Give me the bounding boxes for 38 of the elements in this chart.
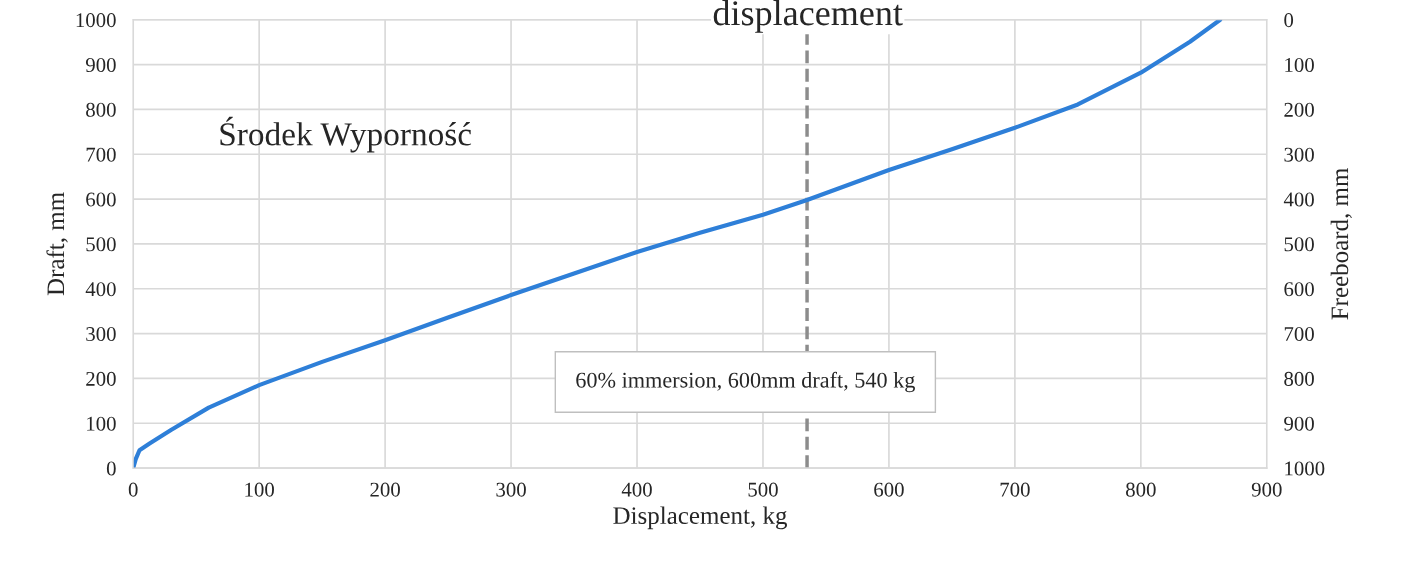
annotation: Środek Wyporność (220, 116, 472, 153)
y2-tick-label: 800 (1284, 371, 1314, 386)
x-tick-label: 300 (496, 482, 526, 497)
y-tick-label: 800 (86, 102, 116, 117)
x-tick-label: 100 (245, 482, 274, 497)
y-tick-label: 700 (86, 147, 116, 162)
x-tick-label: 600 (874, 482, 904, 497)
y-tick-label: 0 (106, 461, 116, 476)
y-tick-label: 300 (86, 326, 116, 342)
x-tick-label: 400 (621, 482, 652, 497)
y2-tick-label: 1000 (1285, 461, 1325, 476)
y-tick-label: 1000 (76, 13, 116, 28)
y-tick-label: 900 (85, 57, 116, 73)
y-axis-title: Draft, mm (46, 192, 68, 296)
y2-tick-label: 400 (1283, 192, 1314, 207)
x-tick-label: 200 (370, 482, 400, 497)
annotation: 60% immersion, 600mm draft, 540 kg (576, 371, 915, 393)
y-tick-label: 600 (86, 192, 116, 207)
y2-tick-label: 900 (1284, 416, 1314, 431)
y2-tick-label: 300 (1284, 147, 1314, 162)
y2-tick-label: 0 (1284, 13, 1294, 28)
y2-tick-label: 100 (1285, 57, 1314, 73)
y2-tick-label: 200 (1284, 102, 1314, 117)
y2-tick-label: 600 (1284, 282, 1314, 297)
x-tick-label: 700 (1000, 482, 1030, 497)
x-axis-title: Displacement, kg (613, 506, 787, 530)
x-tick-label: 900 (1251, 482, 1282, 497)
y-tick-label: 400 (85, 282, 116, 297)
x-tick-label: 500 (748, 482, 778, 497)
chart-title: displacement (713, 0, 903, 33)
y2-axis-title: Freeboard, mm (1330, 167, 1352, 320)
y-tick-label: 200 (86, 371, 116, 386)
y2-tick-label: 700 (1284, 326, 1314, 342)
y-tick-label: 500 (86, 237, 116, 252)
x-tick-label: 800 (1126, 482, 1156, 497)
y-tick-label: 100 (87, 416, 116, 431)
x-tick-label: 0 (128, 482, 138, 497)
y2-tick-label: 500 (1284, 237, 1314, 252)
